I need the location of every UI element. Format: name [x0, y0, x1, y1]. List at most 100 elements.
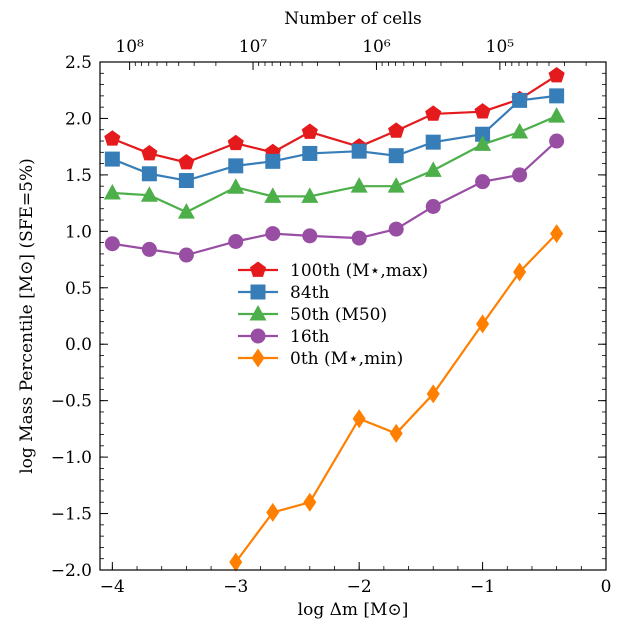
- series-3: [104, 133, 565, 263]
- top-tick-label: 10⁷: [239, 37, 268, 57]
- data-point: [550, 224, 564, 244]
- data-point: [474, 103, 491, 119]
- legend-entry: 84th: [238, 283, 329, 303]
- data-point: [227, 134, 244, 151]
- data-point: [351, 230, 367, 246]
- data-point: [228, 158, 244, 174]
- top-axis-label: Number of cells: [284, 9, 422, 29]
- y-tick-label: 1.5: [65, 166, 92, 186]
- data-point: [141, 144, 158, 161]
- data-point: [228, 233, 244, 249]
- data-point: [512, 167, 528, 183]
- data-point: [475, 174, 491, 190]
- data-point: [104, 130, 121, 146]
- data-point: [266, 502, 280, 522]
- data-point: [388, 148, 404, 164]
- legend-marker: [249, 305, 267, 321]
- y-axis-label: log Mass Percentile [M⊙] (SFE=5%): [17, 158, 37, 474]
- data-point: [352, 409, 366, 429]
- data-point: [548, 67, 565, 83]
- y-tick-label: −1.0: [51, 448, 92, 468]
- data-point: [389, 423, 403, 443]
- data-point: [425, 198, 441, 214]
- data-point: [426, 384, 440, 404]
- data-point: [475, 126, 491, 142]
- legend-label: 16th: [290, 327, 329, 347]
- series-layer: [103, 67, 566, 572]
- x-tick-label: −1: [470, 577, 495, 597]
- data-point: [388, 122, 405, 138]
- series-0: [104, 67, 565, 170]
- data-point: [301, 187, 319, 203]
- x-tick-label: −2: [347, 577, 372, 597]
- legend-label: 50th (M50): [290, 305, 387, 325]
- data-point: [302, 228, 318, 244]
- y-tick-label: −0.5: [51, 392, 92, 412]
- legend-entry: 0th (M⋆,min): [238, 348, 403, 369]
- data-point: [141, 166, 157, 182]
- data-point: [513, 262, 527, 282]
- data-point: [425, 134, 441, 150]
- data-point: [229, 552, 243, 572]
- y-tick-label: 2.0: [65, 109, 92, 129]
- series-4: [229, 224, 564, 572]
- data-point: [474, 135, 492, 151]
- x-axis-label: log Δm [M⊙]: [298, 600, 409, 620]
- y-tick-label: 1.0: [65, 222, 92, 242]
- data-point: [511, 122, 529, 139]
- data-point: [104, 236, 120, 252]
- y-tick-label: 0.5: [65, 279, 92, 299]
- data-point: [548, 107, 566, 123]
- top-tick-label: 10⁶: [362, 37, 391, 57]
- data-point: [265, 226, 281, 242]
- data-point: [476, 314, 490, 334]
- y-tick-label: 0.0: [65, 335, 92, 355]
- legend-label: 0th (M⋆,min): [290, 349, 403, 369]
- legend-marker: [249, 261, 267, 277]
- top-tick-label: 10⁸: [115, 37, 144, 57]
- data-point: [512, 92, 528, 108]
- data-point: [425, 105, 442, 121]
- legend-label: 84th: [290, 283, 329, 303]
- data-point: [177, 203, 195, 219]
- data-point: [178, 153, 195, 170]
- data-point: [227, 178, 245, 194]
- legend-marker: [251, 348, 265, 368]
- data-point: [141, 241, 157, 257]
- axis-ticks: −4 −3 −2 −1 0 −2.0 −1.5 −1.0 −0.5 0.0 0.5 1.0 1.5 2.0…: [51, 37, 612, 597]
- series-line: [112, 140, 558, 257]
- x-tick-label: −3: [223, 577, 248, 597]
- data-point: [549, 133, 565, 149]
- data-point: [301, 123, 318, 139]
- series-2: [103, 107, 566, 219]
- y-tick-label: −2.0: [51, 561, 92, 581]
- y-tick-label: −1.5: [51, 505, 92, 525]
- legend-marker: [250, 284, 266, 300]
- data-point: [302, 145, 318, 161]
- plot-frame: [99, 61, 607, 571]
- series-1: [104, 88, 565, 189]
- data-point: [265, 153, 281, 169]
- x-tick-label: 0: [601, 577, 612, 597]
- legend-entry: 16th: [238, 327, 329, 347]
- data-point: [303, 492, 317, 512]
- data-point: [351, 143, 367, 159]
- data-point: [387, 177, 405, 193]
- x-tick-label: −4: [100, 577, 125, 597]
- data-point: [350, 177, 368, 193]
- series-line: [234, 232, 558, 563]
- y-tick-label: 2.5: [65, 53, 92, 73]
- legend-entry: 50th (M50): [238, 305, 387, 325]
- data-point: [264, 187, 282, 203]
- data-point: [178, 247, 194, 263]
- data-point: [424, 161, 442, 177]
- data-point: [549, 88, 565, 104]
- data-point: [388, 221, 404, 237]
- data-point: [104, 151, 120, 167]
- legend-label: 100th (M⋆,max): [290, 261, 428, 281]
- data-point: [178, 173, 194, 189]
- top-tick-label: 10⁵: [486, 37, 515, 57]
- legend-entry: 100th (M⋆,max): [238, 261, 428, 281]
